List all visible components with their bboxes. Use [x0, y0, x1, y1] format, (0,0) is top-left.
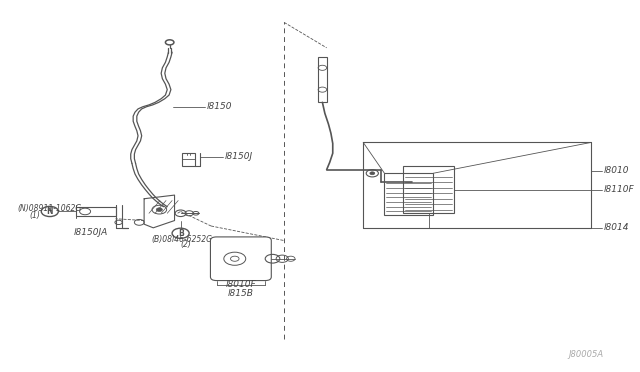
Text: N: N — [47, 207, 53, 216]
Text: l8110F: l8110F — [604, 185, 634, 194]
Bar — [403, 166, 454, 213]
Text: l8010: l8010 — [604, 166, 629, 175]
Bar — [182, 153, 195, 166]
Text: l8150J: l8150J — [225, 153, 253, 161]
Bar — [76, 207, 115, 216]
Text: l8150JA: l8150JA — [74, 228, 108, 237]
Bar — [385, 173, 433, 215]
Bar — [317, 57, 327, 102]
Text: l815B: l815B — [228, 289, 254, 298]
Text: J80005A: J80005A — [568, 350, 604, 359]
Text: (2): (2) — [180, 240, 191, 249]
Text: l8010F: l8010F — [225, 280, 256, 289]
Text: l8014: l8014 — [604, 223, 629, 232]
FancyBboxPatch shape — [211, 237, 271, 280]
Text: (1): (1) — [29, 211, 40, 220]
Text: l8150: l8150 — [207, 102, 232, 111]
Circle shape — [156, 208, 163, 211]
Circle shape — [370, 172, 375, 175]
Text: (B)08l46-6252G: (B)08l46-6252G — [151, 235, 212, 244]
Text: (N)08911-1062G: (N)08911-1062G — [17, 204, 82, 213]
Text: B: B — [178, 229, 184, 238]
